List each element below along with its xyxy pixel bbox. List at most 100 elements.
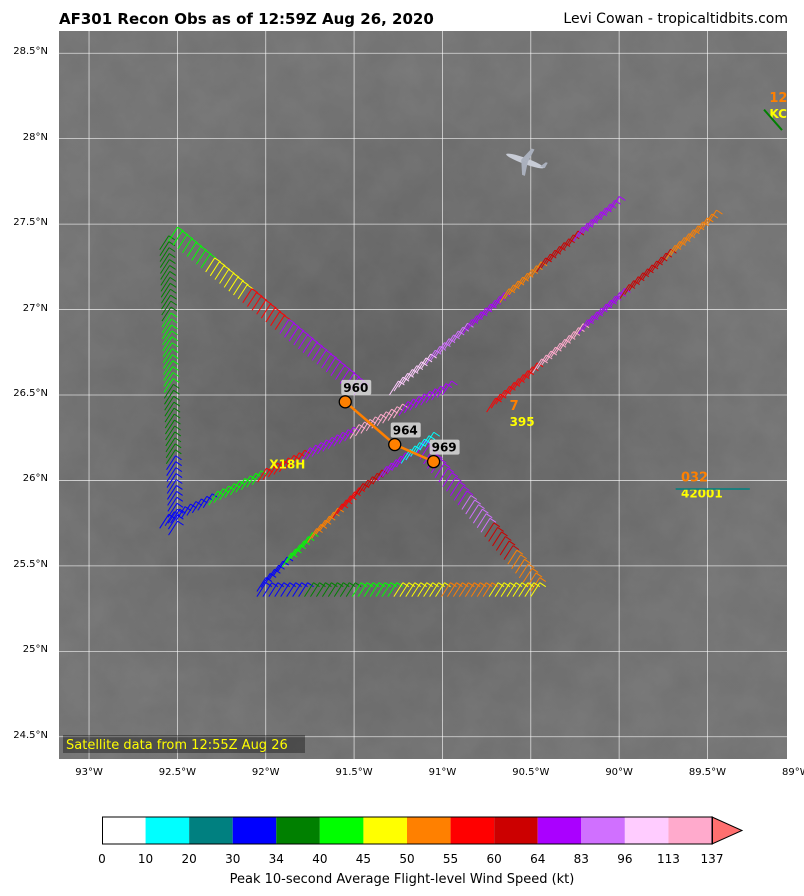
lat-tick-label: 27°N [22, 302, 48, 314]
wind-barb-flag [424, 438, 431, 444]
wind-barb-flag [443, 463, 451, 469]
wind-barb-flag [277, 582, 285, 588]
wind-barb [555, 339, 566, 354]
wind-barb [531, 261, 542, 277]
lat-tick-label: 25°N [22, 644, 48, 656]
wind-barb-flag [436, 454, 443, 459]
wind-barb [429, 582, 439, 597]
wind-barb [164, 390, 174, 405]
wind-barb-flag [505, 536, 512, 541]
pressure-observations: 960 964 969 [338, 379, 460, 469]
wind-barb-flag [348, 582, 356, 588]
wind-barb-flag [228, 269, 235, 274]
wind-barb-flag [503, 582, 511, 588]
wind-barb-flag [279, 311, 286, 317]
wind-barb [302, 338, 313, 353]
wind-barb [260, 573, 271, 588]
wind-barb-flag [175, 449, 182, 455]
wind-barb [349, 487, 360, 502]
wind-barb [279, 319, 290, 334]
wind-barb-flag [171, 348, 179, 354]
wind-barb-flag [176, 496, 184, 502]
wind-barb-flag [169, 282, 177, 288]
wind-speed-colorbar [102, 816, 744, 845]
wind-barb-flag [462, 485, 470, 491]
wind-barb [448, 330, 459, 346]
wind-barb-flag [354, 582, 362, 588]
wind-barb [573, 323, 584, 338]
wind-barb [307, 528, 318, 543]
wind-barb [619, 284, 630, 299]
wind-barb [166, 479, 177, 494]
wind-barb [509, 378, 520, 393]
wind-barb [469, 504, 479, 519]
wind-barb [442, 472, 453, 487]
station-id: KCYD [769, 107, 787, 121]
wind-barb-flag [301, 582, 308, 588]
wind-barb [162, 342, 173, 358]
wind-barb [349, 424, 360, 439]
wind-barb [202, 493, 213, 509]
wind-barb-flag [533, 582, 541, 588]
colorbar-title: Peak 10-second Average Flight-level Wind… [229, 872, 575, 887]
colorbar-tick-label: 137 [700, 852, 724, 866]
wind-barb-flag [214, 257, 221, 263]
wind-barb [559, 335, 570, 350]
wind-barb-flag [485, 513, 493, 519]
wind-barb-flag [426, 582, 433, 588]
wind-barb-flag [169, 270, 177, 276]
wind-barb-flag [474, 582, 481, 588]
wind-barb-flag [293, 322, 300, 328]
wind-barb-flag [711, 213, 719, 219]
wind-barb [495, 536, 506, 551]
wind-barb [375, 582, 386, 597]
wind-barb-flag [497, 526, 504, 532]
wind-barb-flag [170, 288, 177, 294]
wind-barb-flag [344, 365, 351, 371]
wind-barb-flag [171, 330, 178, 336]
wind-barb [295, 449, 306, 465]
wind-barb [471, 311, 482, 327]
wind-barb-flag [527, 582, 535, 588]
wind-barb-flag [172, 360, 179, 366]
wind-barb [284, 323, 294, 338]
wind-barb [546, 346, 556, 362]
wind-barb [441, 582, 451, 597]
wind-barb-flag [265, 582, 273, 588]
colorbar-segment [407, 817, 451, 844]
wind-barb-flag [181, 230, 189, 236]
wind-barb-flag [174, 437, 182, 443]
wind-barb-flag [172, 366, 180, 371]
wind-barb [536, 257, 547, 273]
wind-barb [518, 370, 529, 385]
wind-barb [240, 475, 251, 491]
wind-barb [251, 470, 262, 485]
wind-barb-flag [191, 238, 198, 244]
wind-barb [246, 292, 257, 307]
colorbar-segment [668, 817, 712, 844]
wind-barb-flag [444, 582, 451, 588]
wind-barb [591, 211, 602, 227]
wind-barb [665, 245, 676, 260]
wind-barb [563, 234, 574, 250]
wind-barb-flag [307, 334, 314, 340]
pressure-label: 960 [343, 381, 368, 395]
wind-barb-flag [246, 284, 254, 290]
wind-barb [186, 242, 197, 257]
wind-barb [229, 480, 240, 496]
wind-barb-flag [176, 490, 183, 496]
wind-barb [559, 238, 570, 254]
wind-barb [372, 469, 383, 485]
aircraft-icon [506, 148, 548, 176]
wind-barb-flag [288, 319, 296, 324]
wind-barb [381, 462, 392, 478]
wind-barb [161, 294, 171, 310]
wind-barb [251, 296, 262, 311]
wind-barb-flag [497, 582, 505, 588]
wind-barb [195, 249, 206, 265]
wind-barb [628, 276, 639, 291]
wind-barb-flag [396, 582, 404, 588]
wind-barb [219, 485, 229, 501]
lat-tick-label: 24.5°N [13, 729, 48, 741]
